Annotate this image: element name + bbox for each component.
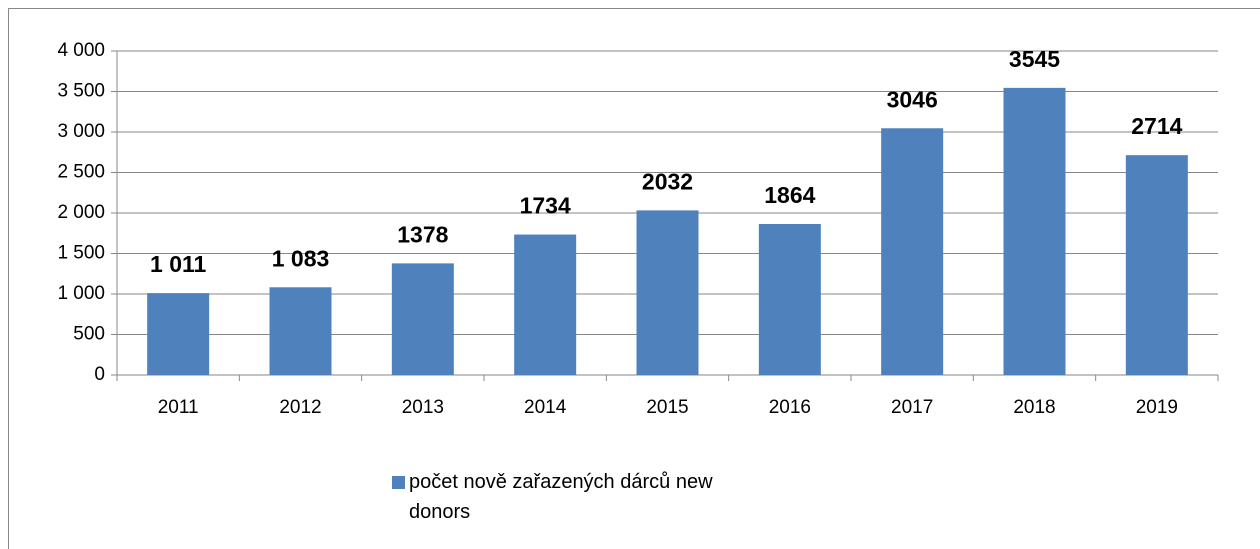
legend-label: počet nově zařazených dárců new donors [409,471,713,523]
bar [636,210,699,375]
legend-swatch [392,476,405,489]
y-tick-label: 3 500 [57,81,105,102]
value-label: 1 011 [150,251,206,277]
y-tick-label: 1 000 [57,283,105,304]
bar [514,234,577,375]
x-tick-label: 2013 [402,397,444,418]
y-tick-label: 4 000 [57,40,105,61]
y-tick-label: 2 000 [57,202,105,223]
bar [881,128,944,375]
y-tick-label: 2 500 [57,162,105,183]
y-tick-label: 500 [73,324,105,345]
bar [269,287,332,375]
x-tick-label: 2017 [891,397,933,418]
x-tick-label: 2011 [158,397,199,418]
bar [758,224,821,375]
chart-border [8,8,1260,549]
bar [1125,155,1188,375]
x-tick-label: 2012 [279,397,321,418]
y-tick-label: 0 [94,364,105,385]
value-label: 3545 [1009,46,1060,72]
bar [147,293,210,375]
bar [391,263,454,375]
value-label: 1734 [520,193,571,219]
x-tick-label: 2019 [1136,397,1178,418]
x-tick-label: 2015 [646,397,688,418]
value-label: 1378 [397,221,448,247]
y-tick-label: 3 000 [57,121,105,142]
value-label: 2714 [1131,113,1182,139]
x-tick-label: 2016 [769,397,811,418]
value-label: 2032 [642,168,693,194]
x-tick-label: 2014 [524,397,567,418]
value-label: 1 083 [272,245,330,271]
bar [1003,87,1066,375]
value-label: 1864 [764,182,815,208]
x-tick-label: 2018 [1013,397,1055,418]
legend: počet nově zařazených dárců new donors [392,467,769,527]
y-tick-label: 1 500 [57,243,105,264]
value-label: 3046 [887,86,938,112]
